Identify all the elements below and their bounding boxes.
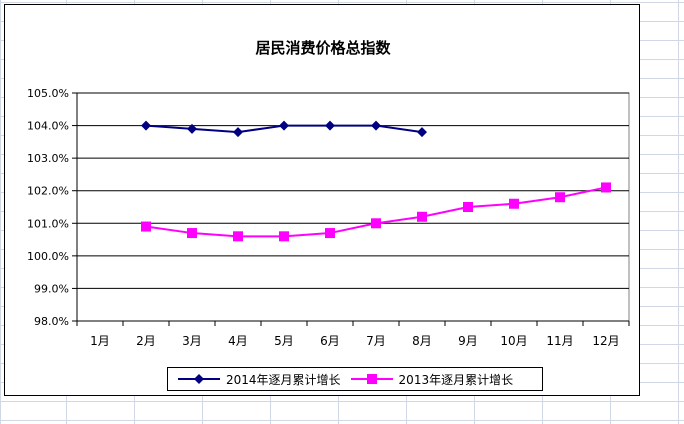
x-tick-label: 7月: [366, 334, 386, 348]
legend-label-2014: 2014年逐月累计增长: [226, 372, 341, 387]
data-point-square: [463, 202, 473, 212]
data-point-square: [233, 231, 243, 242]
x-tick-label: 1月: [90, 334, 110, 348]
y-tick-label: 104.0%: [27, 120, 69, 133]
x-axis: 1月 2月 3月 4月 5月 6月 7月 8月 9月 10月 11月 12月: [76, 320, 630, 348]
data-point-square: [325, 228, 335, 239]
gridlines: [77, 92, 629, 289]
data-point-square: [601, 182, 611, 193]
data-point-square: [141, 221, 151, 232]
data-point-diamond: [141, 120, 151, 131]
x-tick-label: 8月: [412, 334, 432, 348]
x-tick-label: 6月: [320, 334, 340, 348]
x-tick-label: 5月: [274, 334, 294, 348]
x-tick-label: 12月: [592, 334, 619, 348]
chart-area[interactable]: 居民消费价格总指数 98.0% 99.0% 100.0% 101.0% 102.0% 10…: [4, 4, 640, 396]
data-point-square: [187, 228, 197, 239]
data-point-square: [279, 231, 289, 242]
y-axis: 98.0% 99.0% 100.0% 101.0% 102.0% 103.0% 104.0%…: [27, 87, 78, 328]
legend: 2014年逐月累计增长 2013年逐月累计增长: [167, 367, 543, 391]
legend-swatch-diamond: [178, 374, 220, 384]
legend-item-2013: 2013年逐月累计增长: [349, 371, 514, 388]
legend-label-2013: 2013年逐月累计增长: [398, 372, 514, 387]
y-tick-label: 99.0%: [34, 282, 69, 295]
data-point-diamond: [279, 120, 289, 131]
chart-title: 居民消费价格总指数: [255, 39, 391, 57]
x-tick-label: 4月: [228, 334, 248, 348]
legend-swatch-square: [350, 374, 393, 384]
x-tick-label: 11月: [546, 334, 573, 348]
x-tick-label: 3月: [182, 334, 202, 348]
y-tick-label: 100.0%: [27, 250, 69, 263]
plot-area: 98.0% 99.0% 100.0% 101.0% 102.0% 103.0% 104.0%…: [27, 87, 630, 348]
y-tick-label: 102.0%: [27, 185, 69, 198]
data-point-square: [509, 198, 519, 209]
data-point-square: [417, 211, 427, 222]
x-tick-label: 10月: [500, 334, 527, 348]
data-point-diamond: [371, 120, 381, 131]
data-point-diamond: [325, 120, 335, 131]
y-tick-label: 98.0%: [34, 315, 69, 328]
series-markers: [141, 120, 611, 242]
y-tick-label: 105.0%: [27, 87, 69, 100]
data-point-square: [371, 218, 381, 229]
x-tick-label: 2月: [136, 334, 156, 348]
y-tick-label: 103.0%: [27, 152, 69, 165]
data-point-square: [555, 192, 565, 203]
x-tick-label: 9月: [458, 334, 478, 348]
legend-item-2014: 2014年逐月累计增长: [176, 371, 341, 388]
y-tick-label: 101.0%: [27, 217, 69, 230]
data-point-diamond: [187, 123, 197, 134]
